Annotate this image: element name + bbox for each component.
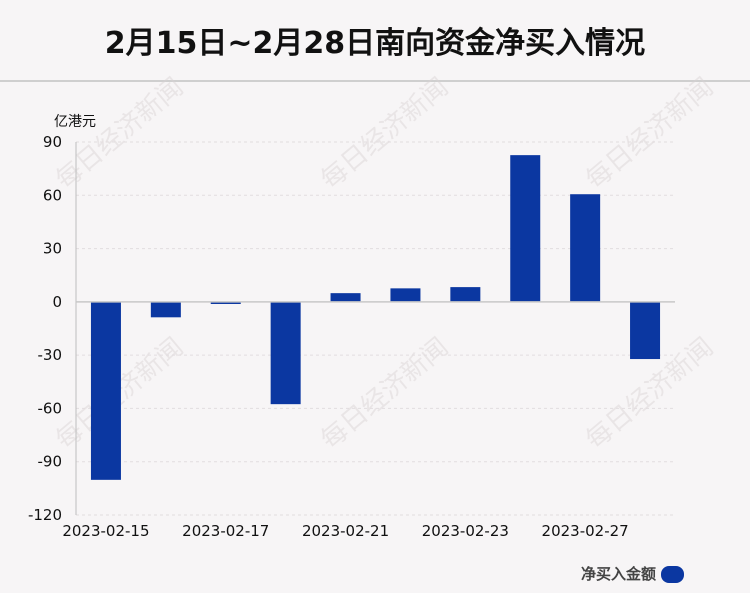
y-tick-label: 60 <box>43 186 62 204</box>
watermark-text: 每日经济新闻 <box>315 72 454 195</box>
watermark-text: 每日经济新闻 <box>315 332 454 455</box>
y-tick-label: 30 <box>43 240 62 258</box>
y-tick-label: -30 <box>38 346 63 364</box>
bar-2023-02-27 <box>570 194 601 302</box>
x-tick-label: 2023-02-21 <box>302 522 389 540</box>
bar-2023-02-15 <box>90 301 121 480</box>
bar-2023-02-20 <box>270 301 301 405</box>
watermark-text: 每日经济新闻 <box>50 72 189 195</box>
x-tick-label: 2023-02-17 <box>182 522 269 540</box>
y-tick-label: -120 <box>28 506 62 524</box>
x-tick-label: 2023-02-27 <box>542 522 629 540</box>
y-tick-label: -60 <box>38 399 63 417</box>
bar-2023-02-28 <box>630 301 661 360</box>
x-tick-label: 2023-02-15 <box>62 522 149 540</box>
legend-swatch <box>661 566 684 583</box>
chart-title: 2月15日~2月28日南向资金净买入情况 <box>104 26 646 61</box>
y-tick-label: 90 <box>43 133 62 151</box>
y-tick-label: 0 <box>52 293 62 311</box>
title-bar: 2月15日~2月28日南向资金净买入情况 <box>0 0 750 82</box>
bar-2023-02-24 <box>510 155 541 302</box>
legend-label: 净买入金额 <box>581 565 656 583</box>
watermark-text: 每日经济新闻 <box>580 72 719 195</box>
y-tick-label: -90 <box>38 453 63 471</box>
bar-2023-02-16 <box>150 301 181 318</box>
bar-2023-02-21 <box>330 293 361 302</box>
y-axis-unit: 亿港元 <box>54 114 96 130</box>
bar-2023-02-17 <box>210 301 241 304</box>
x-tick-label: 2023-02-23 <box>422 522 509 540</box>
bar-2023-02-23 <box>450 287 481 302</box>
bar-2023-02-22 <box>390 288 421 302</box>
